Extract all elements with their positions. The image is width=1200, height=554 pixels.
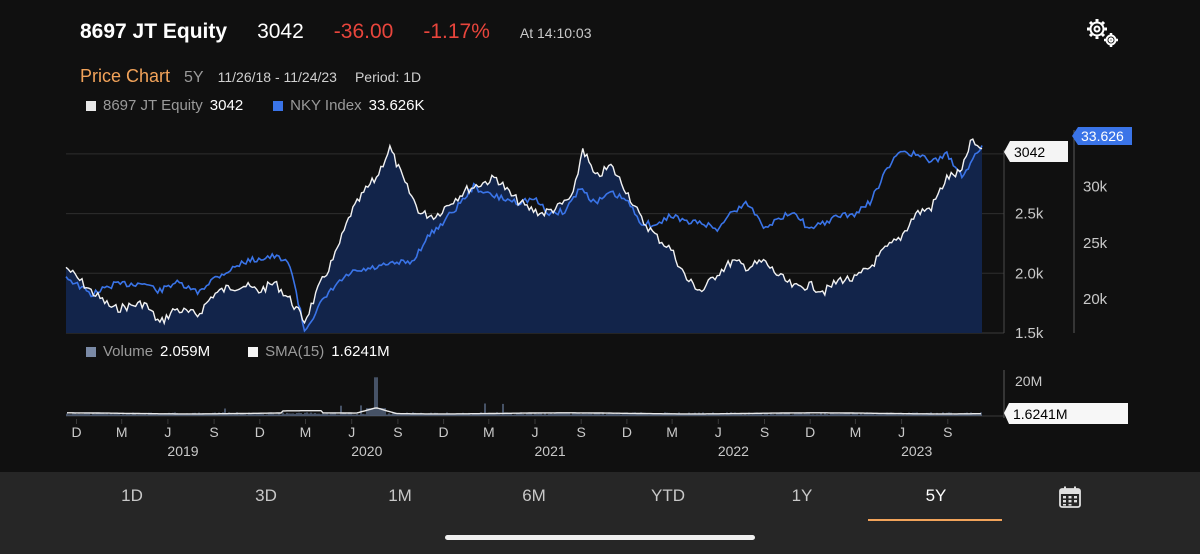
volume-value: 2.059M: [160, 343, 211, 360]
month-tick-label: J: [348, 424, 355, 440]
quote-header: 8697 JT Equity 3042 -36.00 -1.17% At 14:…: [80, 20, 592, 48]
month-tick-label: J: [898, 424, 905, 440]
equity-last-badge-text: 3042: [1014, 144, 1045, 160]
month-tick-label: J: [715, 424, 722, 440]
month-tick-label: M: [116, 424, 128, 440]
legend-index-label: NKY Index: [290, 97, 362, 114]
sma-last-badge: 1.6241M: [1004, 403, 1128, 424]
sma-swatch: [248, 346, 259, 357]
ticker: 8697 JT Equity: [80, 20, 228, 43]
volume-axis-20m: 20M: [1015, 373, 1042, 389]
volume-chart: 20M 1.6241M D M J S D M J S D M J S D M J S D M J S 2019 202…: [66, 370, 1128, 459]
right-axis-tick: 25k: [1083, 235, 1108, 252]
month-tick-label: M: [300, 424, 312, 440]
month-tick-label: J: [532, 424, 539, 440]
chart-period: Period: 1D: [354, 69, 422, 85]
month-tick-label: M: [483, 424, 495, 440]
chart-dates: 11/26/18 - 11/24/23: [217, 69, 337, 85]
tab-ytd[interactable]: YTD: [651, 486, 685, 505]
index-last-badge: 33.626: [1072, 127, 1132, 145]
price-chart: 1.5k 2.0k 2.5k 20k 25k 30k 3042 33.626: [65, 127, 1132, 340]
legend-equity-value: 3042: [209, 97, 244, 114]
price-change: -36.00: [333, 20, 394, 43]
month-tick-label: S: [760, 424, 769, 440]
month-tick-label: S: [943, 424, 952, 440]
equity-swatch: [86, 100, 96, 111]
index-line: [65, 145, 983, 333]
month-tick-label: S: [209, 424, 218, 440]
right-axis-tick: 30k: [1083, 178, 1108, 195]
active-tab-underline: [868, 519, 1002, 521]
price-change-pct: -1.17%: [423, 20, 490, 43]
price-legend: 8697 JT Equity 3042 NKY Index 33.626K: [86, 97, 425, 114]
quote-time: At 14:10:03: [519, 25, 592, 41]
calendar-icon[interactable]: [1058, 485, 1082, 509]
month-tick-label: D: [622, 424, 632, 440]
chart-area: 8697 JT Equity 3042 -36.00 -1.17% At 14:…: [0, 0, 1200, 472]
tab-1m[interactable]: 1M: [388, 486, 412, 505]
month-tick-label: S: [577, 424, 586, 440]
tab-1y[interactable]: 1Y: [791, 486, 813, 505]
month-tick-label: M: [850, 424, 862, 440]
equity-area: [66, 139, 982, 333]
gear-icon[interactable]: [1084, 16, 1122, 50]
sma-label: SMA(15): [265, 343, 325, 360]
left-axis-tick: 2.0k: [1015, 265, 1044, 282]
chart-subheader: Price Chart 5Y 11/26/18 - 11/24/23 Perio…: [80, 66, 421, 87]
left-axis-tick: 1.5k: [1015, 325, 1044, 340]
equity-last-badge: 3042: [1004, 141, 1068, 162]
index-swatch: [273, 100, 284, 111]
month-tick-label: D: [805, 424, 815, 440]
sma-last-badge-text: 1.6241M: [1013, 406, 1067, 422]
equity-line: [65, 138, 983, 326]
tab-5y[interactable]: 5Y: [925, 486, 947, 505]
last-price: 3042: [257, 20, 304, 43]
tab-1d[interactable]: 1D: [121, 486, 143, 505]
chart-range: 5Y: [184, 69, 204, 86]
home-indicator: [445, 535, 755, 540]
sma-line: [67, 407, 981, 415]
year-tick-label: 2019: [167, 443, 198, 459]
legend-index-value: 33.626K: [368, 97, 425, 114]
year-tick-label: 2021: [535, 443, 566, 459]
month-tick-label: J: [164, 424, 171, 440]
sma-value: 1.6241M: [331, 343, 390, 360]
left-axis-tick: 2.5k: [1015, 206, 1044, 223]
month-tick-label: S: [393, 424, 402, 440]
year-tick-label: 2022: [718, 443, 749, 459]
month-tick-label: D: [255, 424, 265, 440]
right-axis-tick: 20k: [1083, 291, 1108, 308]
volume-swatch: [86, 346, 96, 357]
year-tick-label: 2020: [351, 443, 382, 459]
tab-6m[interactable]: 6M: [522, 486, 546, 505]
year-tick-label: 2023: [901, 443, 932, 459]
volume-legend: Volume 2.059M SMA(15) 1.6241M: [86, 343, 390, 360]
month-tick-label: D: [71, 424, 81, 440]
chart-title: Price Chart: [80, 66, 171, 86]
month-tick-label: D: [439, 424, 449, 440]
range-tab-bar: 1D 3D 1M 6M YTD 1Y 5Y: [0, 472, 1200, 554]
tab-3d[interactable]: 3D: [255, 486, 277, 505]
legend-equity-label: 8697 JT Equity: [103, 97, 203, 114]
index-last-badge-text: 33.626: [1081, 128, 1124, 144]
month-tick-label: M: [666, 424, 678, 440]
volume-label: Volume: [103, 343, 154, 360]
